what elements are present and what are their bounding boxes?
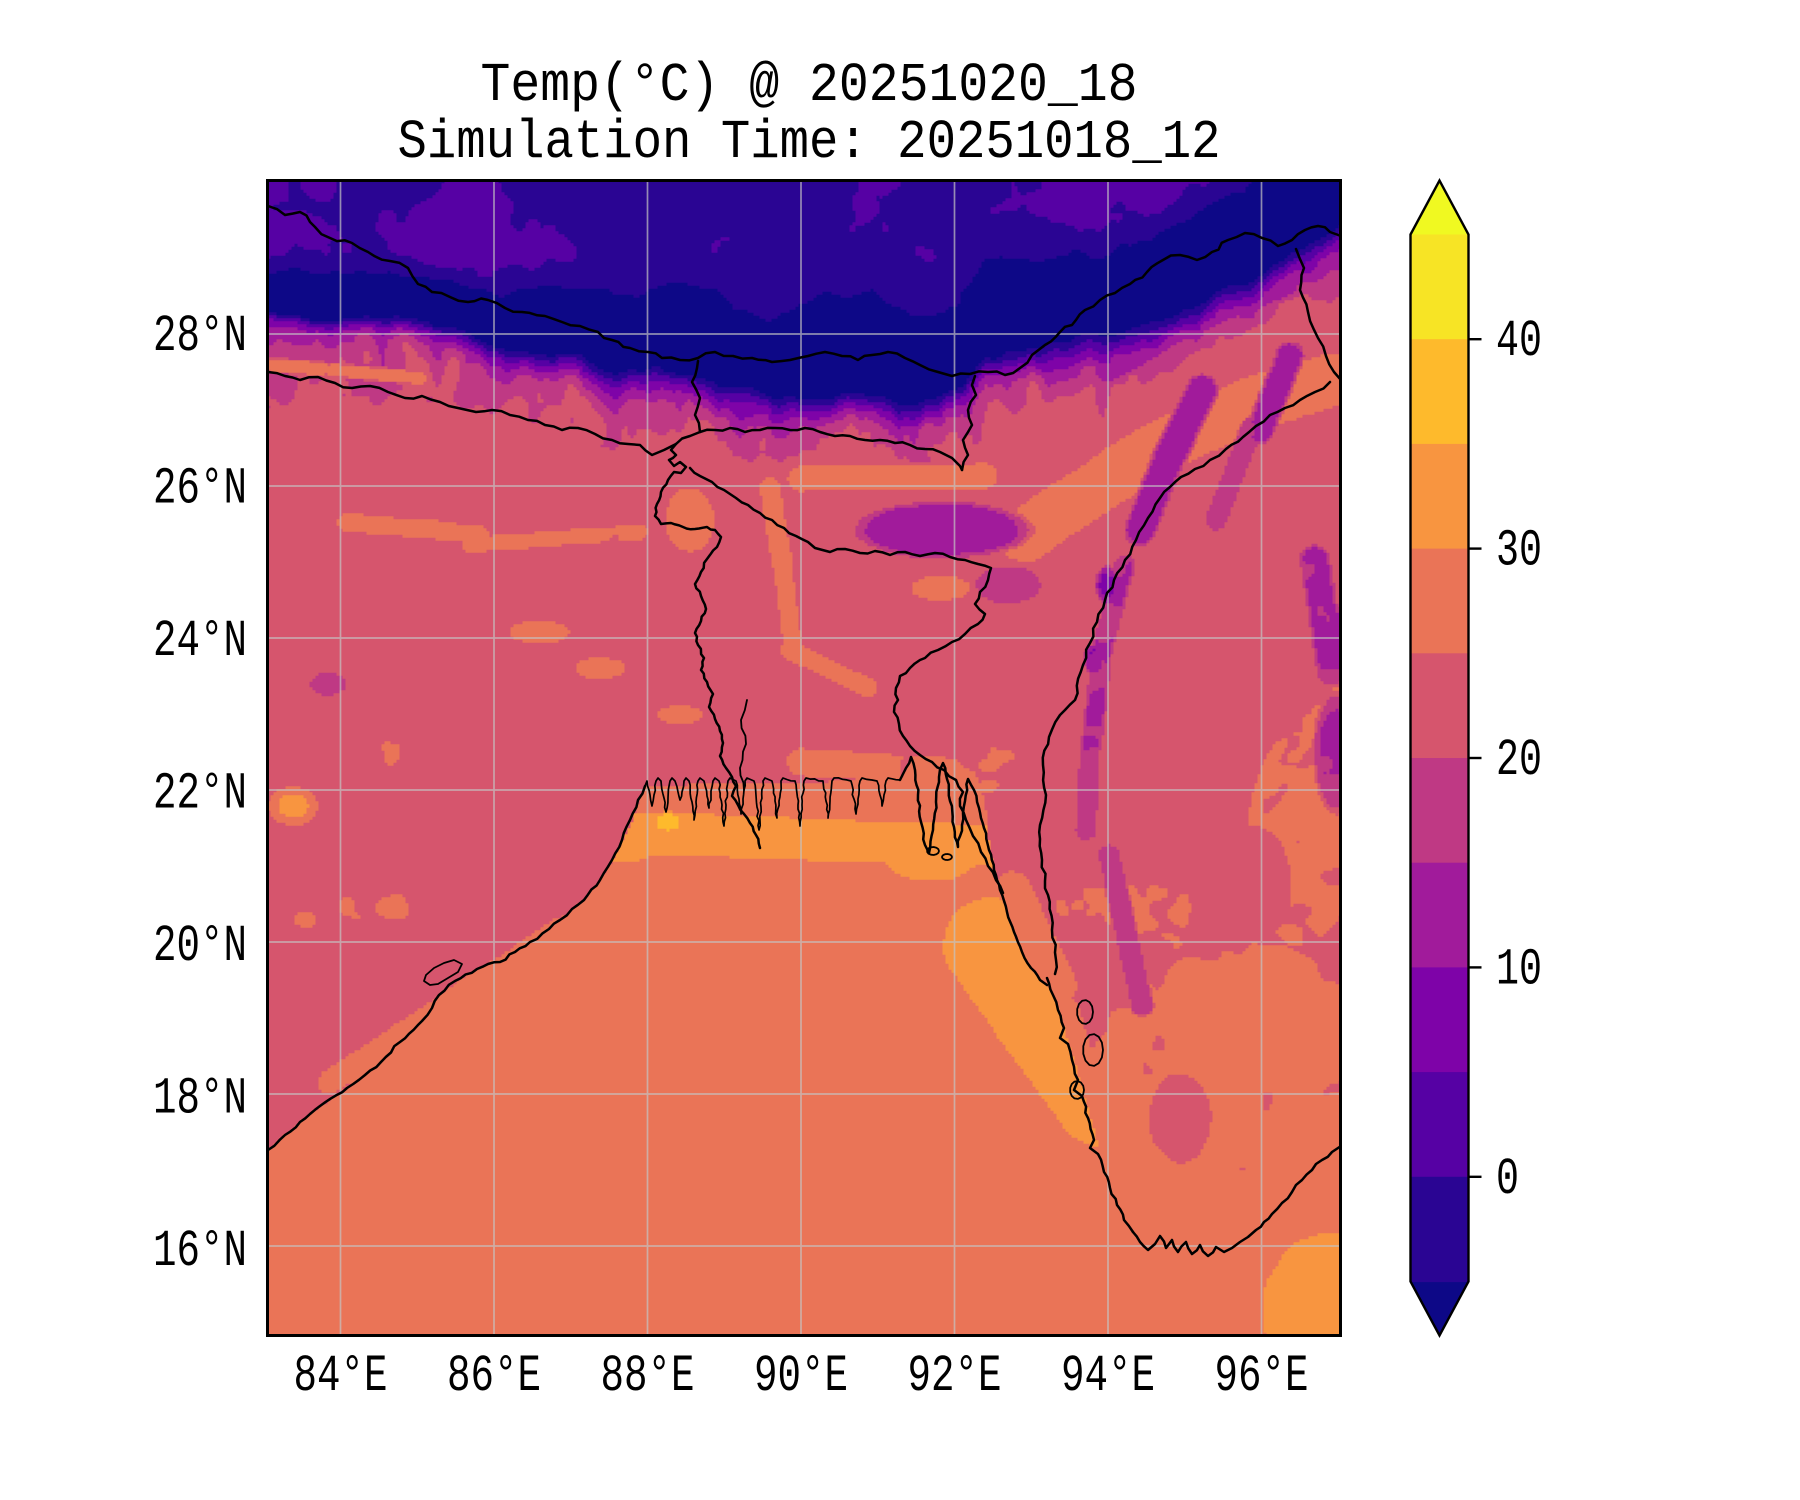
svg-text:40: 40 <box>1496 312 1542 371</box>
svg-text:86°E: 86°E <box>447 1347 541 1406</box>
svg-text:16°N: 16°N <box>153 1222 247 1281</box>
svg-text:10: 10 <box>1496 940 1542 999</box>
svg-text:20: 20 <box>1496 731 1542 790</box>
svg-text:96°E: 96°E <box>1215 1347 1309 1406</box>
svg-text:20°N: 20°N <box>153 917 247 976</box>
svg-text:24°N: 24°N <box>153 612 247 671</box>
svg-text:28°N: 28°N <box>153 307 247 366</box>
svg-text:90°E: 90°E <box>754 1347 848 1406</box>
svg-text:0: 0 <box>1496 1150 1519 1209</box>
svg-text:22°N: 22°N <box>153 765 247 824</box>
svg-text:Temp(°C) @ 20251020_18: Temp(°C) @ 20251020_18 <box>481 54 1138 117</box>
svg-text:94°E: 94°E <box>1061 1347 1155 1406</box>
svg-text:26°N: 26°N <box>153 460 247 519</box>
svg-text:Simulation Time: 20251018_12: Simulation Time: 20251018_12 <box>398 111 1221 174</box>
svg-text:30: 30 <box>1496 522 1542 581</box>
svg-text:88°E: 88°E <box>601 1347 695 1406</box>
svg-text:18°N: 18°N <box>153 1070 247 1129</box>
svg-text:92°E: 92°E <box>908 1347 1002 1406</box>
svg-text:84°E: 84°E <box>294 1347 388 1406</box>
